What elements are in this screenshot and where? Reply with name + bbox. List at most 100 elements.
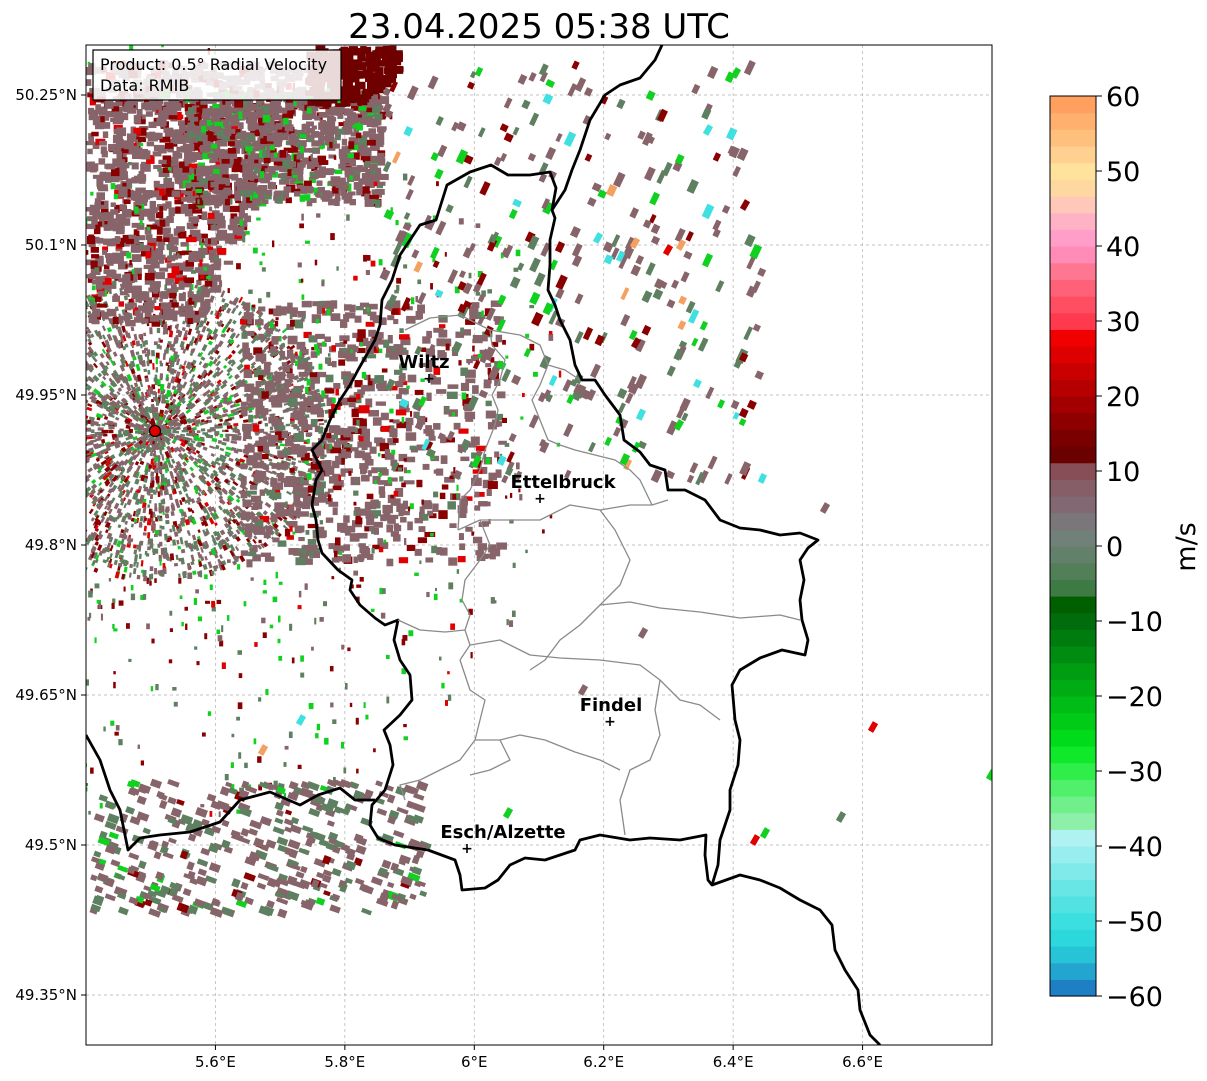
echo-cell [58, 352, 64, 358]
echo-cell [215, 366, 221, 372]
echo-cell [33, 376, 38, 381]
echo-cell [16, 375, 23, 380]
echo-cell [121, 325, 127, 333]
echo-cell [146, 297, 153, 307]
echo-cell [216, 212, 224, 221]
echo-cell [11, 485, 15, 489]
echo-cell [172, 314, 178, 322]
echo-cell [141, 569, 144, 574]
echo-cell [123, 503, 128, 509]
echo-cell [55, 469, 60, 474]
echo-cell [70, 409, 76, 413]
echo-cell [205, 389, 211, 395]
echo-cell [145, 553, 150, 557]
echo-cell [43, 460, 49, 465]
echo-cell [129, 563, 134, 569]
echo-cell [1, 438, 5, 442]
echo-cell [135, 351, 140, 356]
echo-cell [65, 479, 71, 485]
echo-cell [64, 450, 70, 455]
echo-cell [77, 327, 81, 332]
echo-cell [186, 530, 191, 535]
echo-cell [50, 475, 56, 480]
echo-cell [47, 503, 54, 509]
echo-cell [2, 482, 9, 487]
echo-cell [138, 150, 150, 160]
echo-cell [202, 519, 209, 527]
echo-cell [78, 477, 83, 481]
echo-cell [187, 122, 193, 128]
echo-cell [17, 501, 22, 506]
echo-cell [153, 533, 158, 538]
echo-cell [61, 368, 67, 374]
echo-cell [39, 425, 45, 428]
echo-cell [169, 236, 179, 245]
echo-cell [162, 353, 166, 361]
echo-cell [153, 461, 157, 466]
echo-cell [86, 427, 92, 432]
echo-cell [117, 562, 123, 568]
echo-cell [56, 452, 60, 456]
echo-cell [26, 363, 34, 370]
echo-cell [0, 473, 1, 478]
echo-cell [113, 559, 118, 566]
echo-cell [166, 552, 169, 557]
echo-cell [19, 483, 24, 488]
echo-cell [39, 502, 44, 507]
echo-cell [41, 360, 48, 366]
echo-cell [58, 447, 64, 451]
echo-cell [72, 328, 78, 335]
echo-cell [125, 437, 130, 441]
echo-cell [149, 327, 153, 335]
echo-cell [76, 380, 82, 386]
echo-cell [86, 79, 92, 86]
echo-cell [102, 249, 108, 255]
echo-cell [63, 307, 69, 314]
echo-cell [52, 332, 58, 338]
echo-cell [65, 480, 72, 486]
echo-cell [151, 190, 160, 198]
echo-cell [38, 511, 43, 516]
echo-cell [70, 475, 77, 481]
echo-cell [139, 179, 146, 184]
echo-cell [156, 226, 163, 235]
echo-cell [185, 343, 190, 350]
echo-cell [59, 460, 64, 464]
echo-cell [146, 518, 152, 526]
echo-cell [86, 336, 88, 343]
echo-cell [238, 554, 246, 563]
echo-cell [118, 188, 128, 198]
echo-cell [108, 387, 115, 394]
echo-cell [139, 343, 143, 349]
echo-cell [72, 524, 77, 529]
echo-cell [133, 236, 140, 245]
echo-cell [144, 377, 149, 383]
echo-cell [91, 131, 99, 137]
echo-cell [3, 493, 10, 499]
echo-cell [152, 121, 163, 127]
echo-cell [207, 429, 212, 433]
echo-cell [11, 463, 16, 466]
echo-cell [102, 131, 109, 139]
echo-cell [69, 490, 74, 495]
echo-cell [38, 428, 42, 430]
echo-cell [55, 311, 60, 316]
echo-cell [11, 440, 15, 443]
echo-cell [226, 366, 233, 374]
echo-cell [191, 373, 196, 379]
echo-cell [80, 405, 85, 409]
echo-cell [89, 272, 96, 280]
echo-cell [56, 522, 60, 526]
echo-cell [8, 359, 15, 364]
echo-cell [159, 319, 163, 326]
echo-cell [178, 490, 183, 495]
echo-cell [72, 314, 78, 321]
echo-cell [52, 337, 58, 343]
echo-cell [86, 207, 95, 212]
echo-cell [7, 391, 14, 396]
echo-cell [18, 368, 24, 374]
echo-cell [20, 514, 27, 521]
echo-cell [49, 493, 53, 497]
echo-cell [177, 545, 181, 550]
echo-cell [5, 366, 12, 372]
